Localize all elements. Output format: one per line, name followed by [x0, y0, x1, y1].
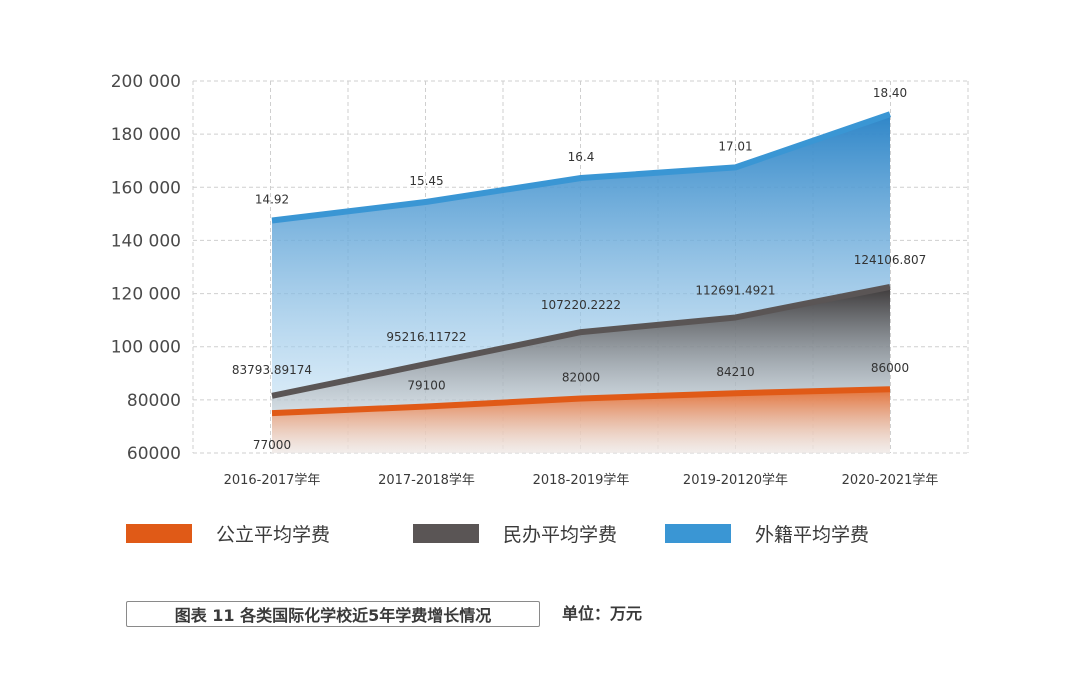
- data-label-foreign: 14.92: [255, 193, 289, 207]
- y-tick-label: 140 000: [111, 231, 181, 251]
- y-tick-label: 100 000: [111, 338, 181, 358]
- legend-label-private: 民办平均学费: [503, 523, 618, 546]
- series-areas: [272, 114, 890, 453]
- x-tick-label: 2016-2017学年: [224, 472, 321, 488]
- legend-swatch-public: [126, 523, 192, 543]
- data-label-private: 107220.2222: [541, 298, 621, 312]
- area-public: [272, 389, 890, 453]
- x-tick-label: 2018-2019学年: [533, 472, 630, 488]
- data-label-private: 83793.89174: [232, 363, 312, 377]
- x-axis-ticks: 2016-2017学年 2017-2018学年 2018-2019学年 2019-20…: [224, 472, 939, 488]
- legend-item-foreign: 外籍平均学费: [665, 518, 869, 548]
- data-label-foreign: 16.4: [568, 150, 595, 164]
- y-tick-label: 80000: [127, 391, 181, 411]
- tuition-area-chart: 200 000 180 000 160 000 140 000 120 000 100 0…: [111, 72, 969, 488]
- data-label-private: 95216.11722: [386, 330, 466, 344]
- y-tick-label: 200 000: [111, 72, 181, 92]
- data-label-public: 86000: [871, 361, 909, 375]
- y-tick-label: 160 000: [111, 178, 181, 198]
- data-label-public: 84210: [716, 365, 754, 379]
- legend-label-public: 公立平均学费: [216, 523, 331, 546]
- data-label-foreign: 17.01: [718, 139, 752, 153]
- y-axis-ticks: 200 000 180 000 160 000 140 000 120 000 100 0…: [111, 72, 181, 464]
- x-tick-label: 2019-20120学年: [683, 472, 788, 488]
- unit-label: 单位：万元: [562, 604, 643, 623]
- legend-swatch-private: [413, 523, 479, 543]
- series-lines: [271, 111, 891, 417]
- data-label-public: 77000: [253, 438, 291, 452]
- y-tick-label: 180 000: [111, 125, 181, 145]
- data-label-foreign: 18.40: [873, 86, 907, 100]
- data-label-public: 82000: [562, 371, 600, 385]
- x-tick-label: 2020-2021学年: [842, 472, 939, 488]
- legend-label-foreign: 外籍平均学费: [755, 523, 870, 546]
- legend-item-public: 公立平均学费: [126, 518, 330, 548]
- y-tick-label: 120 000: [111, 285, 181, 305]
- data-label-foreign: 15.45: [409, 174, 443, 188]
- data-label-private: 124106.807: [854, 253, 927, 267]
- legend-swatch-foreign: [665, 523, 731, 543]
- x-tick-label: 2017-2018学年: [378, 472, 475, 488]
- data-label-public: 79100: [407, 379, 445, 393]
- line-public: [271, 386, 891, 417]
- figure-caption: 图表 11 各类国际化学校近5年学费增长情况: [126, 601, 540, 627]
- line-private: [271, 283, 891, 399]
- line-foreign: [271, 111, 891, 224]
- data-label-private: 112691.4921: [695, 283, 775, 297]
- y-tick-label: 60000: [127, 444, 181, 464]
- legend: 公立平均学费 民办平均学费 外籍平均学费: [0, 518, 1080, 548]
- legend-item-private: 民办平均学费: [413, 518, 617, 548]
- data-labels: 14.92 15.45 16.4 17.01 18.40 83793.89174 95216…: [232, 86, 926, 452]
